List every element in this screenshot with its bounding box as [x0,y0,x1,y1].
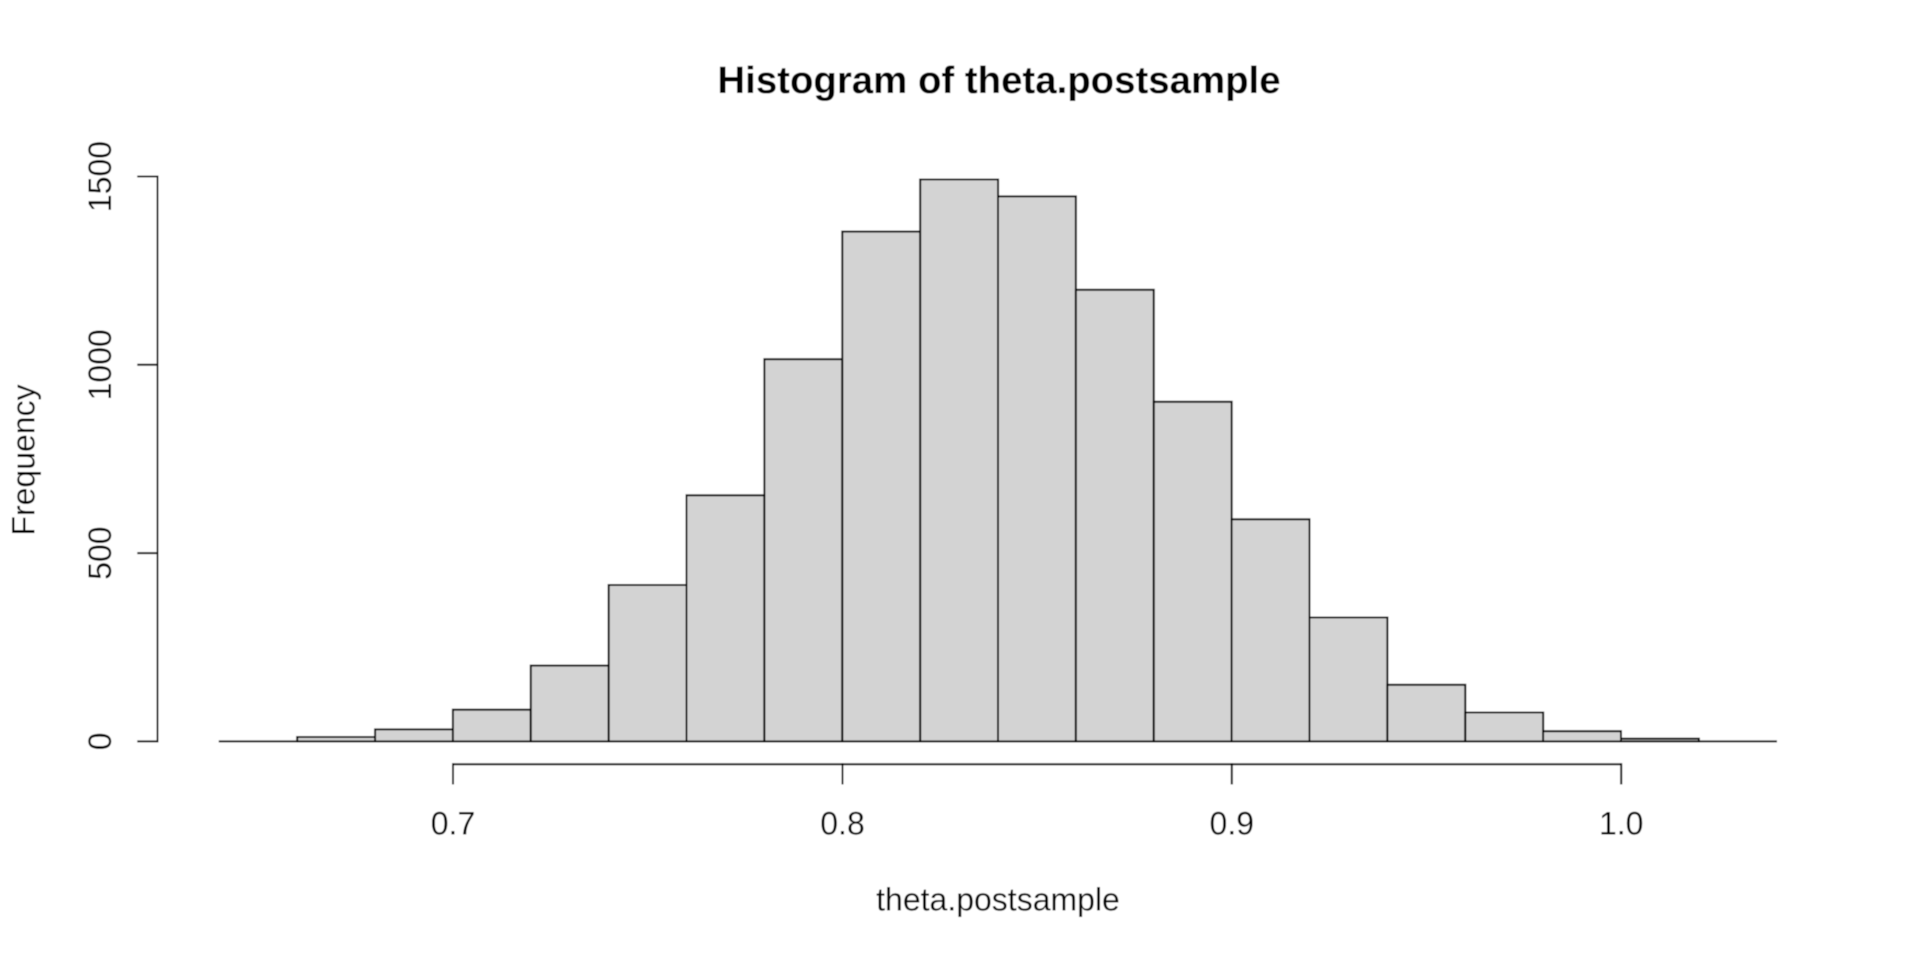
svg-text:theta.postsample: theta.postsample [876,882,1120,918]
svg-text:0.8: 0.8 [820,805,864,841]
svg-text:0: 0 [82,733,118,751]
svg-text:0.9: 0.9 [1210,805,1254,841]
svg-text:0.7: 0.7 [431,805,475,841]
svg-text:1000: 1000 [82,329,118,400]
svg-text:1.0: 1.0 [1599,805,1643,841]
svg-text:Frequency: Frequency [6,384,42,535]
svg-text:1500: 1500 [82,141,118,212]
svg-text:Histogram of theta.postsample: Histogram of theta.postsample [717,59,1280,102]
svg-text:500: 500 [82,526,118,579]
